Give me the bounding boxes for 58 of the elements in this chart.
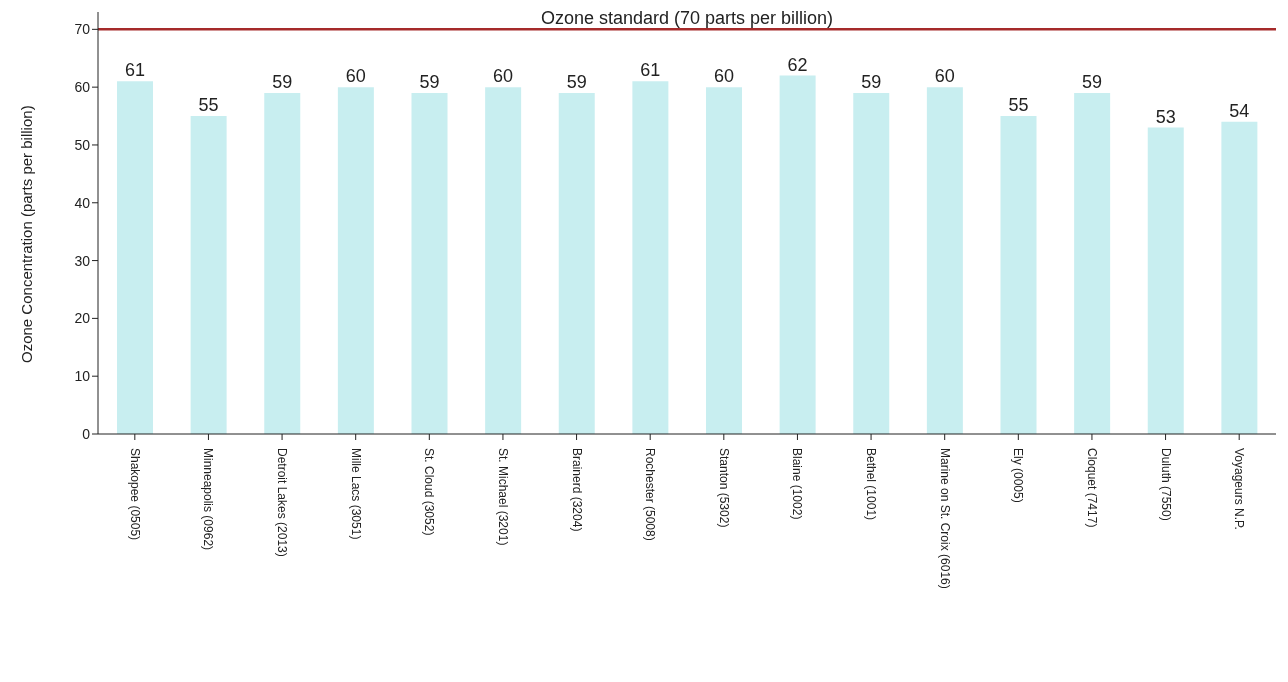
y-axis-title: Ozone Concentration (parts per billion) xyxy=(18,105,36,363)
data-label: 61 xyxy=(640,60,661,81)
bar xyxy=(117,81,153,434)
bar xyxy=(337,87,374,434)
x-tick-label: Shakopee (0505) xyxy=(127,448,142,541)
bar xyxy=(558,92,595,434)
data-label: 59 xyxy=(272,71,293,92)
data-label: 60 xyxy=(713,66,735,87)
y-tick-label: 60 xyxy=(74,79,91,96)
data-label: 60 xyxy=(934,66,955,87)
x-tick-label: Ely (0005) xyxy=(1011,448,1026,503)
ref-line-label: Ozone standard (70 parts per billion) xyxy=(540,8,834,29)
x-tick-label: Duluth (7550) xyxy=(1158,448,1173,521)
bar xyxy=(853,92,890,434)
bar xyxy=(1000,116,1037,434)
y-tick-label: 0 xyxy=(82,425,91,442)
y-tick-label: 30 xyxy=(74,252,91,269)
x-tick-label: Marine on St. Croix (6016) xyxy=(937,448,952,589)
data-label: 53 xyxy=(1155,106,1176,127)
bar xyxy=(264,92,301,434)
bar xyxy=(190,116,227,434)
x-tick-label: St. Cloud (3052) xyxy=(422,448,437,536)
x-tick-label: Voyageurs N.P. xyxy=(1232,448,1247,530)
data-label: 61 xyxy=(124,60,146,81)
x-tick-label: Detroit Lakes (2013) xyxy=(275,448,290,557)
bar xyxy=(926,87,963,434)
bar xyxy=(1147,127,1184,434)
y-tick-label: 10 xyxy=(74,368,91,385)
y-tick-label: 40 xyxy=(74,194,91,211)
bar xyxy=(411,92,448,434)
data-label: 59 xyxy=(1082,71,1103,92)
data-label: 60 xyxy=(493,66,514,87)
data-label: 59 xyxy=(861,71,882,92)
x-tick-label: St. Michael (3201) xyxy=(495,448,510,546)
x-tick-label: Minneapolis (0962) xyxy=(201,448,216,551)
data-label: 55 xyxy=(198,95,219,116)
bar xyxy=(485,87,522,434)
x-tick-label: Stanton (5302) xyxy=(716,448,731,528)
bar xyxy=(1221,121,1258,434)
bar xyxy=(779,75,816,434)
y-tick-label: 20 xyxy=(74,310,91,327)
data-label: 62 xyxy=(787,54,808,75)
x-tick-label: Bethel (1001) xyxy=(864,448,879,521)
x-tick-label: Cloquet (7417) xyxy=(1084,448,1099,528)
x-tick-label: Blaine (1002) xyxy=(790,448,805,520)
x-tick-label: Brainerd (3204) xyxy=(569,448,584,532)
x-tick-label: Mille Lacs (3051) xyxy=(348,448,363,540)
y-tick-label: 50 xyxy=(74,136,91,153)
data-label: 54 xyxy=(1229,100,1250,121)
data-label: 60 xyxy=(345,66,366,87)
bar xyxy=(706,87,742,434)
data-label: 55 xyxy=(1008,95,1029,116)
bar xyxy=(1074,92,1111,434)
y-tick-label: 70 xyxy=(74,21,91,38)
data-label: 59 xyxy=(419,71,440,92)
data-label: 59 xyxy=(566,71,587,92)
x-tick-label: Rochester (5008) xyxy=(643,448,658,541)
bar xyxy=(632,81,669,434)
